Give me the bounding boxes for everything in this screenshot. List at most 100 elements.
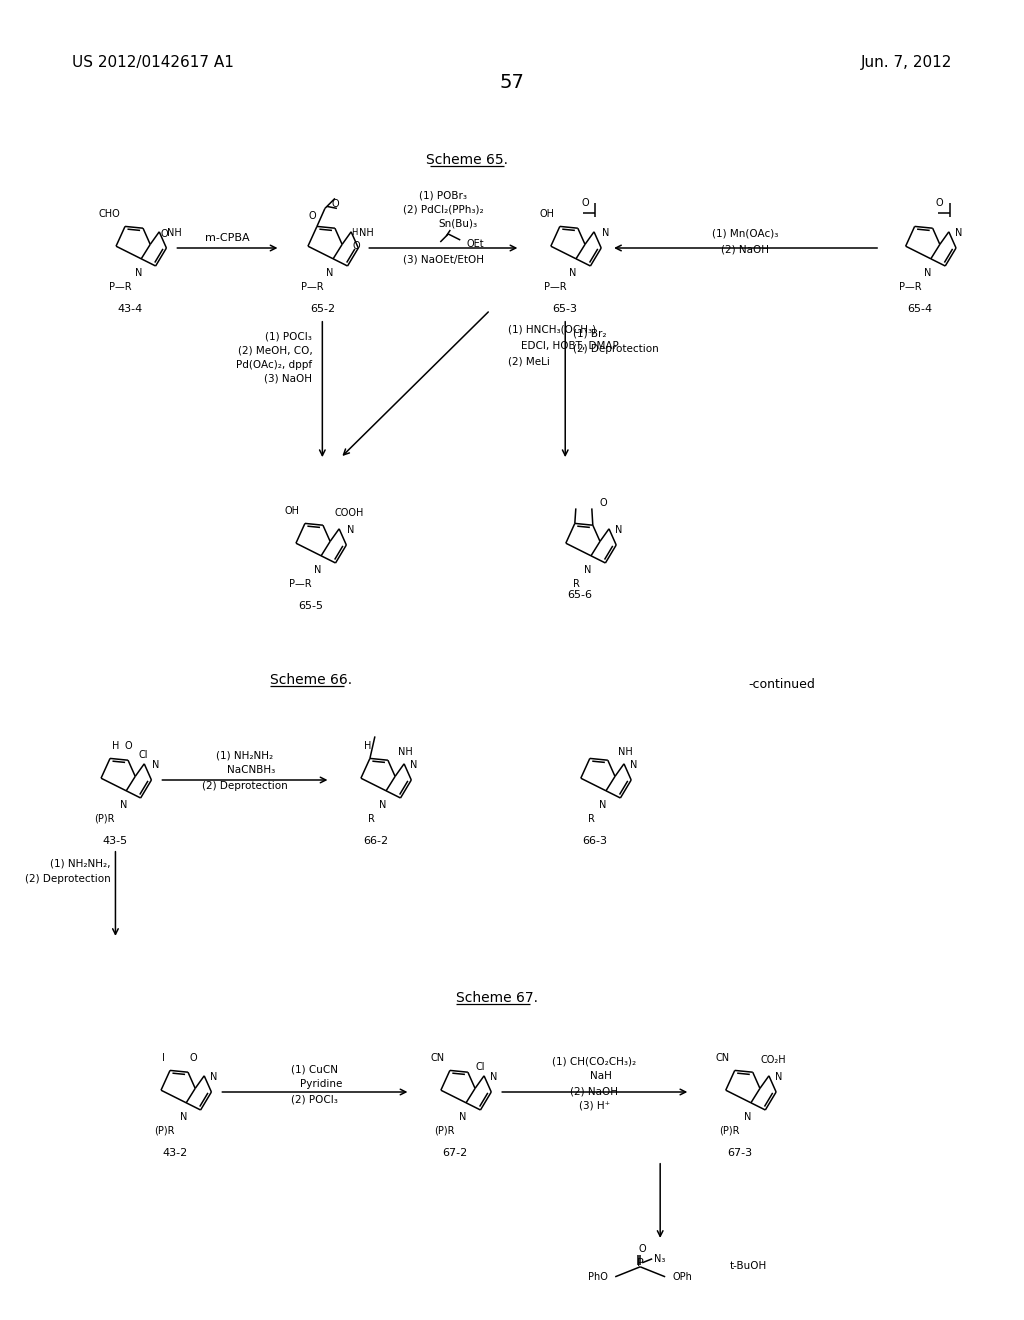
Text: COOH: COOH	[335, 508, 365, 519]
Text: (P)R: (P)R	[94, 814, 115, 824]
Text: NaCNBH₃: NaCNBH₃	[214, 766, 275, 775]
Text: P—R: P—R	[110, 281, 132, 292]
Text: Sn(Bu)₃: Sn(Bu)₃	[438, 219, 478, 228]
Text: N: N	[134, 268, 142, 277]
Text: P: P	[637, 1258, 643, 1267]
Text: 66-2: 66-2	[362, 836, 388, 846]
Text: (2) PdCl₂(PPh₃)₂: (2) PdCl₂(PPh₃)₂	[403, 205, 483, 215]
Text: O: O	[189, 1053, 197, 1063]
Text: Cl: Cl	[476, 1063, 485, 1072]
Text: (2) Deprotection: (2) Deprotection	[202, 781, 288, 791]
Text: N: N	[924, 268, 932, 277]
Text: 65-3: 65-3	[553, 304, 578, 314]
Text: Scheme 66.: Scheme 66.	[270, 673, 352, 686]
Text: OPh: OPh	[672, 1271, 692, 1282]
Text: (1) Br₂: (1) Br₂	[573, 329, 607, 339]
Text: H: H	[351, 228, 357, 236]
Text: (2) Deprotection: (2) Deprotection	[573, 343, 659, 354]
Text: N: N	[954, 228, 963, 238]
Text: O: O	[352, 242, 360, 251]
Text: Cl: Cl	[138, 750, 147, 760]
Text: 65-2: 65-2	[310, 304, 335, 314]
Text: N: N	[347, 525, 354, 535]
Text: N: N	[775, 1072, 782, 1082]
Text: (1) HNCH₃(OCH₃): (1) HNCH₃(OCH₃)	[508, 325, 596, 335]
Text: P—R: P—R	[301, 281, 324, 292]
Text: PhO: PhO	[589, 1271, 608, 1282]
Text: (2) POCl₃: (2) POCl₃	[291, 1096, 338, 1105]
Text: N: N	[490, 1072, 498, 1082]
Text: H: H	[112, 742, 120, 751]
Text: (3) NaOH: (3) NaOH	[264, 374, 312, 384]
Text: NH: NH	[398, 747, 413, 758]
Text: (1) POBr₃: (1) POBr₃	[419, 191, 467, 201]
Text: OEt: OEt	[466, 239, 484, 249]
Text: 43-5: 43-5	[102, 836, 128, 846]
Text: N: N	[615, 525, 623, 535]
Text: O: O	[936, 198, 943, 209]
Text: 66-3: 66-3	[583, 836, 607, 846]
Text: N: N	[120, 800, 127, 809]
Text: 65-5: 65-5	[298, 601, 323, 611]
Text: (2) Deprotection: (2) Deprotection	[25, 874, 111, 884]
Text: (P)R: (P)R	[155, 1126, 175, 1135]
Text: CN: CN	[431, 1053, 444, 1064]
Text: Pd(OAc)₂, dppf: Pd(OAc)₂, dppf	[223, 360, 312, 370]
Text: N: N	[744, 1111, 752, 1122]
Text: (P)R: (P)R	[719, 1126, 739, 1135]
Text: 67-2: 67-2	[442, 1148, 468, 1158]
Text: N: N	[210, 1072, 217, 1082]
Text: NH: NH	[359, 228, 374, 238]
Text: N: N	[602, 228, 609, 238]
Text: O: O	[308, 211, 315, 222]
Text: R: R	[368, 814, 375, 824]
Text: (1) CuCN: (1) CuCN	[291, 1065, 338, 1074]
Text: OH: OH	[285, 507, 300, 516]
Text: N: N	[585, 565, 592, 574]
Text: (2) MeLi: (2) MeLi	[508, 356, 550, 367]
Text: N: N	[179, 1111, 187, 1122]
Text: N: N	[599, 800, 606, 809]
Text: (2) NaOH: (2) NaOH	[570, 1086, 618, 1097]
Text: N: N	[380, 800, 387, 809]
Text: m-CPBA: m-CPBA	[205, 234, 250, 243]
Text: O: O	[581, 198, 589, 209]
Text: N: N	[630, 760, 637, 770]
Text: (2) MeOH, CO,: (2) MeOH, CO,	[238, 346, 312, 356]
Text: O: O	[600, 499, 607, 508]
Text: N₃: N₃	[654, 1254, 666, 1263]
Text: NH: NH	[617, 747, 633, 758]
Text: N: N	[569, 268, 577, 277]
Text: 67-3: 67-3	[728, 1148, 753, 1158]
Text: -continued: -continued	[749, 678, 815, 692]
Text: 43-2: 43-2	[163, 1148, 188, 1158]
Text: P—R: P—R	[544, 281, 566, 292]
Text: O: O	[638, 1243, 646, 1254]
Text: (1) Mn(OAc)₃: (1) Mn(OAc)₃	[712, 228, 778, 239]
Text: Scheme 67.: Scheme 67.	[457, 991, 539, 1005]
Text: (3) NaOEt/EtOH: (3) NaOEt/EtOH	[402, 255, 483, 265]
Text: OH: OH	[540, 210, 555, 219]
Text: (1) NH₂NH₂,: (1) NH₂NH₂,	[50, 859, 111, 869]
Text: (P)R: (P)R	[434, 1126, 455, 1135]
Text: (1) NH₂NH₂: (1) NH₂NH₂	[216, 751, 273, 762]
Text: P—R: P—R	[289, 578, 311, 589]
Text: 57: 57	[500, 73, 524, 91]
Text: N: N	[153, 760, 160, 770]
Text: (1) POCl₃: (1) POCl₃	[265, 331, 312, 342]
Text: (3) H⁺: (3) H⁺	[579, 1101, 609, 1111]
Text: NaH: NaH	[577, 1071, 611, 1081]
Text: 65-6: 65-6	[567, 590, 593, 601]
Text: P—R: P—R	[899, 281, 922, 292]
Text: CHO: CHO	[98, 210, 120, 219]
Text: US 2012/0142617 A1: US 2012/0142617 A1	[73, 54, 234, 70]
Text: O: O	[124, 742, 132, 751]
Text: O: O	[161, 230, 168, 239]
Text: O: O	[331, 199, 339, 210]
Text: N: N	[314, 565, 322, 574]
Text: (2) NaOH: (2) NaOH	[721, 246, 769, 255]
Text: NH: NH	[167, 228, 182, 238]
Text: Jun. 7, 2012: Jun. 7, 2012	[860, 54, 952, 70]
Text: R: R	[573, 578, 580, 589]
Text: I: I	[162, 1053, 165, 1064]
